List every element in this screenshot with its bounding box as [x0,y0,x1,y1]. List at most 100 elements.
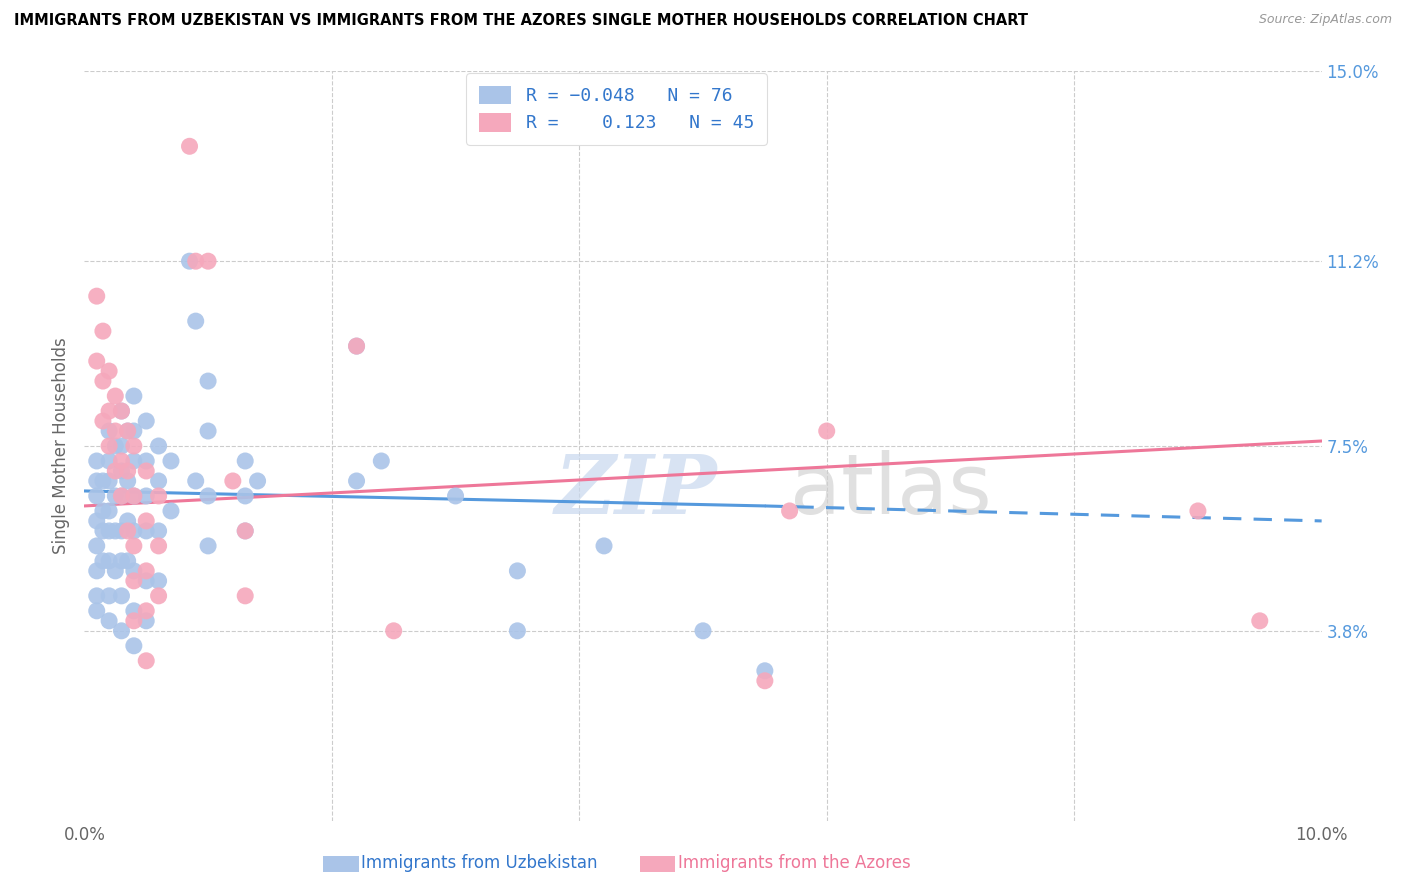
Point [98,454,121,468]
Point [122,439,145,453]
Text: atlas: atlas [790,450,991,532]
Point [91,554,114,568]
Point [197,539,219,553]
Point [148,589,170,603]
Point [98,614,121,628]
Point [444,489,467,503]
Point [98,364,121,378]
Point [135,604,157,618]
Point [754,673,776,688]
Point [179,139,201,153]
Point [86,354,108,368]
Point [104,439,127,453]
Point [815,424,838,438]
Point [98,474,121,488]
Point [148,539,170,553]
Point [86,489,108,503]
Text: ZIP: ZIP [554,451,717,531]
Point [135,524,157,538]
Text: Immigrants from Uzbekistan: Immigrants from Uzbekistan [361,855,598,872]
Point [98,424,121,438]
Y-axis label: Single Mother Households: Single Mother Households [52,338,70,554]
Point [135,464,157,478]
Point [692,624,714,638]
Point [86,604,108,618]
Point [593,539,616,553]
Point [98,589,121,603]
Point [98,504,121,518]
Text: IMMIGRANTS FROM UZBEKISTAN VS IMMIGRANTS FROM THE AZORES SINGLE MOTHER HOUSEHOLD: IMMIGRANTS FROM UZBEKISTAN VS IMMIGRANTS… [14,13,1028,29]
Point [135,454,157,468]
Point [91,374,114,388]
Point [122,614,145,628]
Point [110,524,132,538]
Point [233,489,256,503]
Point [346,474,368,488]
Point [148,474,170,488]
Point [86,589,108,603]
Point [86,474,108,488]
Point [117,464,139,478]
Point [122,574,145,588]
Point [86,539,108,553]
Point [104,389,127,403]
Point [117,424,139,438]
Point [122,524,145,538]
Point [135,414,157,428]
Point [506,564,529,578]
Point [91,504,114,518]
Point [86,454,108,468]
Point [160,504,183,518]
Point [1187,504,1209,518]
Point [754,664,776,678]
Point [135,614,157,628]
Point [1249,614,1271,628]
Point [148,439,170,453]
Point [98,524,121,538]
Point [122,539,145,553]
Point [86,514,108,528]
Point [98,439,121,453]
Point [110,489,132,503]
Point [104,564,127,578]
Point [110,624,132,638]
Point [246,474,269,488]
Point [135,574,157,588]
Point [233,524,256,538]
Point [233,524,256,538]
Point [110,404,132,418]
Point [197,489,219,503]
Point [346,339,368,353]
Point [122,489,145,503]
Point [346,339,368,353]
Point [91,414,114,428]
Point [233,589,256,603]
Point [593,124,616,138]
Point [117,524,139,538]
Point [110,464,132,478]
Point [122,604,145,618]
Point [86,564,108,578]
Text: Source: ZipAtlas.com: Source: ZipAtlas.com [1258,13,1392,27]
Point [122,389,145,403]
Point [568,124,591,138]
Point [197,424,219,438]
Point [117,424,139,438]
Point [104,424,127,438]
Point [148,574,170,588]
Point [110,404,132,418]
Point [370,454,392,468]
Point [197,254,219,268]
Point [197,374,219,388]
Point [179,254,201,268]
Legend: R = −0.048   N = 76, R =    0.123   N = 45: R = −0.048 N = 76, R = 0.123 N = 45 [467,73,766,145]
Point [117,554,139,568]
Point [110,439,132,453]
Point [148,524,170,538]
Point [135,564,157,578]
Point [184,254,207,268]
Point [98,404,121,418]
Point [122,454,145,468]
Point [117,474,139,488]
Point [110,489,132,503]
